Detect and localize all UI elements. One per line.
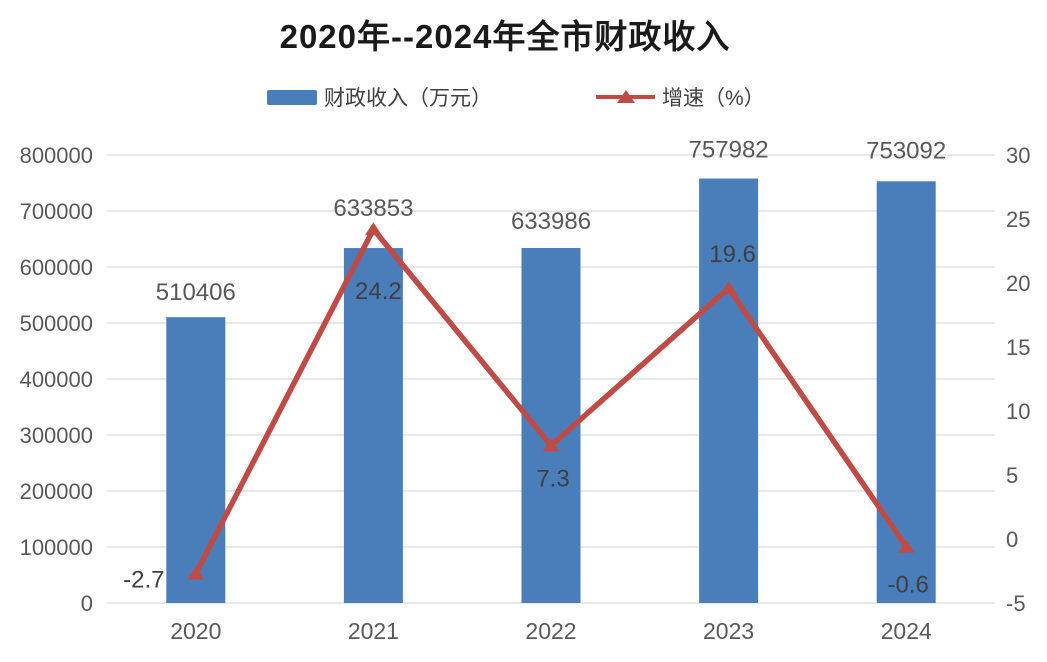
- x-axis-label: 2021: [348, 618, 399, 644]
- bar-value-label: 753092: [866, 137, 946, 164]
- left-axis-tick: 0: [81, 591, 93, 616]
- right-axis-tick: 10: [1006, 399, 1030, 424]
- right-axis-tick: 0: [1006, 527, 1018, 552]
- bar-value-label: 633853: [333, 195, 413, 222]
- bar-2024: [876, 181, 936, 603]
- legend-growth-label: 增速（%）: [662, 87, 765, 110]
- x-axis-label: 2020: [170, 618, 221, 644]
- line-marker-2023: [720, 281, 738, 295]
- x-axis-label: 2023: [703, 618, 754, 644]
- legend-revenue-label: 财政收入（万元）: [324, 87, 492, 110]
- right-axis-tick: -5: [1006, 591, 1026, 616]
- line-value-label: 7.3: [536, 466, 569, 493]
- left-axis-tick: 200000: [20, 479, 93, 504]
- x-axis-label: 2024: [881, 618, 932, 644]
- bar-2021: [343, 248, 403, 604]
- left-axis-tick: 500000: [20, 311, 93, 336]
- right-axis-tick: 15: [1006, 335, 1030, 360]
- line-value-label: -2.7: [123, 567, 164, 594]
- revenue-bar-swatch-icon: [267, 89, 317, 105]
- right-axis-tick: 5: [1006, 463, 1018, 488]
- left-axis-tick: 700000: [20, 199, 93, 224]
- chart-title: 2020年--2024年全市财政收入: [279, 18, 731, 55]
- line-marker-2022: [542, 438, 560, 452]
- bar-value-label: 633986: [511, 208, 591, 235]
- bar-value-label: 757982: [689, 137, 769, 164]
- legend-item-growth: 增速（%）: [596, 82, 765, 112]
- bar-value-label: 510406: [156, 279, 236, 306]
- left-axis-tick: 100000: [20, 535, 93, 560]
- left-axis-tick: 300000: [20, 423, 93, 448]
- left-axis-tick: 800000: [20, 143, 93, 168]
- chart-legend: 财政收入（万元） 增速（%）: [267, 84, 765, 110]
- legend-item-revenue: 财政收入（万元）: [267, 82, 492, 112]
- line-marker-2020: [187, 566, 205, 580]
- bar-2023: [699, 178, 759, 603]
- right-axis-tick: 30: [1006, 143, 1030, 168]
- left-axis-tick: 400000: [20, 367, 93, 392]
- line-value-label: 24.2: [355, 278, 402, 305]
- line-marker-2021: [364, 222, 382, 236]
- growth-line-marker-icon: [596, 89, 655, 105]
- x-axis-label: 2022: [525, 618, 576, 644]
- line-marker-2024: [897, 539, 915, 553]
- left-axis-tick: 600000: [20, 255, 93, 280]
- bar-2020: [166, 317, 226, 603]
- line-value-label: 19.6: [709, 241, 756, 268]
- right-axis-tick: 25: [1006, 207, 1030, 232]
- right-axis-tick: 20: [1006, 271, 1030, 296]
- line-value-label: -0.6: [888, 572, 929, 599]
